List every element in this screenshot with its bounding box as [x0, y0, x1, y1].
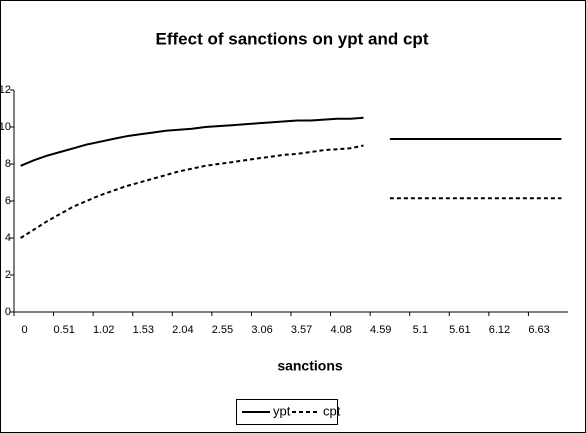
y-tick-label: 12 — [0, 84, 11, 96]
series-line — [20, 116, 562, 167]
y-tick-label: 2 — [5, 269, 11, 281]
legend-label: ypt — [273, 403, 291, 418]
x-tick-label: 4.59 — [370, 324, 391, 336]
x-tick-label: 3.57 — [291, 324, 312, 336]
y-tick-label: 8 — [5, 158, 11, 170]
x-tick-label: 1.02 — [93, 324, 114, 336]
x-tick-label: 5.61 — [449, 324, 470, 336]
x-tick-label: 6.63 — [528, 324, 549, 336]
x-axis-label: sanctions — [277, 358, 343, 374]
series-line — [20, 144, 562, 239]
y-tick-label: 10 — [0, 121, 11, 133]
x-tick-label: 0 — [22, 324, 28, 336]
x-tick-label: 0.51 — [53, 324, 74, 336]
x-tick-label: 4.08 — [330, 324, 351, 336]
x-tick-label: 1.53 — [133, 324, 154, 336]
x-tick-label: 3.06 — [251, 324, 272, 336]
x-tick-label: 6.12 — [489, 324, 510, 336]
chart-title: Effect of sanctions on ypt and cpt — [156, 29, 429, 48]
legend-label: cpt — [323, 403, 341, 418]
x-tick-label: 5.1 — [413, 324, 428, 336]
y-tick-label: 0 — [5, 306, 11, 318]
x-tick-label: 2.04 — [172, 324, 193, 336]
y-tick-label: 6 — [5, 195, 11, 207]
y-tick-label: 4 — [5, 232, 11, 244]
x-tick-label: 2.55 — [212, 324, 233, 336]
